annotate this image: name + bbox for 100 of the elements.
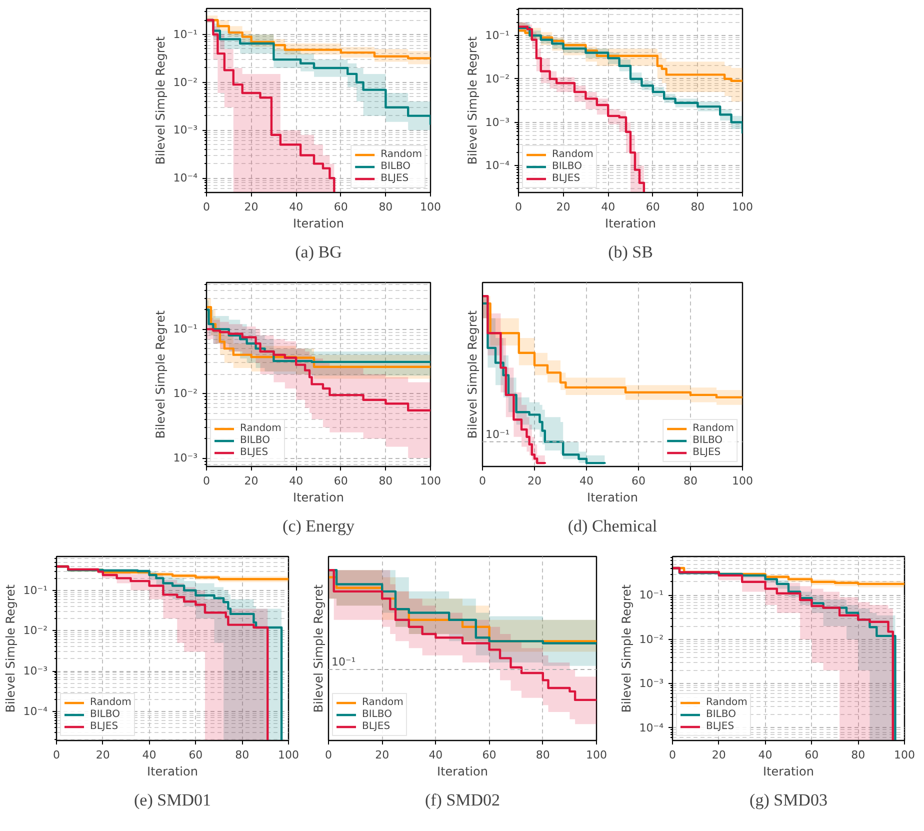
x-tick-label: 80 <box>378 200 393 214</box>
x-tick-label: 60 <box>632 474 646 488</box>
x-tick-label: 100 <box>420 474 441 488</box>
x-tick-label: 100 <box>278 748 299 762</box>
y-axis-title: Bilevel Simple Regret <box>312 584 326 713</box>
x-tick-label: 0 <box>325 748 332 762</box>
y-tick-label: 10⁻⁴ <box>173 172 198 185</box>
y-axis-title: Bilevel Simple Regret <box>153 310 168 439</box>
y-tick-label: 10⁻¹ <box>173 28 198 42</box>
x-tick-label: 40 <box>758 748 772 762</box>
y-axis-title: Bilevel Simple Regret <box>619 584 634 713</box>
ref-line-label: 10⁻¹ <box>332 655 356 668</box>
x-tick-label: 0 <box>669 748 676 762</box>
legend-label: BLJES <box>380 173 409 184</box>
legend-label: Random <box>380 149 422 160</box>
text: (g) SMD03 <box>750 790 828 810</box>
y-axis-title: Bilevel Simple Regret <box>3 584 18 713</box>
text: (d) Chemical <box>568 516 658 536</box>
x-tick-label: 40 <box>289 200 304 214</box>
x-tick-label: 100 <box>586 748 607 762</box>
x-tick-label: 60 <box>334 200 348 214</box>
y-tick-label: 10⁻¹ <box>173 322 198 336</box>
y-tick-label: 10⁻⁴ <box>23 704 48 718</box>
legend-label: BILBO <box>380 161 411 172</box>
x-tick-label: 60 <box>482 748 496 762</box>
x-axis-title: Iteration <box>763 764 814 778</box>
text: (f) SMD02 <box>424 790 500 810</box>
text: (e) SMD01 <box>134 790 211 810</box>
legend-label: BILBO <box>552 161 582 172</box>
y-tick-label: 10⁻¹ <box>485 29 510 42</box>
x-tick-label: 20 <box>244 474 258 488</box>
legend-label: Random <box>552 149 594 160</box>
legend-label: Random <box>362 697 404 708</box>
x-tick-label: 40 <box>601 200 616 214</box>
x-tick-label: 80 <box>690 200 705 214</box>
y-tick-label: 10⁻¹ <box>23 584 48 597</box>
x-tick-label: 40 <box>428 748 443 762</box>
text: (a) BG <box>295 242 342 262</box>
x-tick-label: 80 <box>851 748 866 762</box>
x-tick-label: 100 <box>420 200 441 214</box>
x-tick-label: 40 <box>289 474 304 488</box>
y-tick-label: 10⁻⁴ <box>485 159 510 172</box>
x-tick-label: 80 <box>536 748 550 762</box>
legend-label: Random <box>240 423 282 434</box>
y-tick-label: 10⁻² <box>639 632 664 646</box>
y-axis-title: Bilevel Simple Regret <box>153 36 168 165</box>
x-tick-label: 80 <box>684 474 698 488</box>
x-tick-label: 80 <box>378 474 393 488</box>
y-tick-label: 10⁻² <box>23 624 48 638</box>
legend-label: BILBO <box>692 435 723 446</box>
y-tick-label: 10⁻² <box>173 76 198 89</box>
x-tick-label: 20 <box>244 200 258 214</box>
x-tick-label: 40 <box>142 748 156 762</box>
legend-label: Random <box>706 697 748 708</box>
y-tick-label: 10⁻³ <box>639 677 664 690</box>
x-tick-label: 100 <box>894 748 915 762</box>
x-tick-label: 20 <box>96 748 110 762</box>
y-tick-label: 10⁻³ <box>173 124 198 137</box>
x-tick-label: 20 <box>712 748 726 762</box>
x-tick-label: 0 <box>515 200 522 214</box>
x-tick-label: 0 <box>203 474 210 488</box>
x-axis-title: Iteration <box>293 216 344 230</box>
legend-label: BLJES <box>692 447 721 458</box>
x-axis-title: Iteration <box>605 216 656 230</box>
legend-label: Random <box>692 423 734 434</box>
x-axis-title: Iteration <box>147 764 198 778</box>
legend-label: BILBO <box>90 709 120 720</box>
y-tick-label: 10⁻³ <box>23 664 48 678</box>
legend-label: BLJES <box>362 721 390 732</box>
legend-label: BILBO <box>706 709 736 720</box>
x-tick-label: 60 <box>188 748 203 762</box>
y-axis-title: Bilevel Simple Regret <box>465 36 480 165</box>
x-tick-label: 0 <box>53 748 60 762</box>
x-axis-title: Iteration <box>293 490 344 504</box>
x-tick-label: 80 <box>235 748 250 762</box>
x-tick-label: 100 <box>732 200 753 214</box>
text: (b) SB <box>608 242 653 262</box>
y-axis-title: Bilevel Simple Regret <box>466 310 480 439</box>
legend-label: BLJES <box>90 721 118 732</box>
legend-label: BLJES <box>706 721 734 732</box>
x-axis-title: Iteration <box>437 764 488 778</box>
x-tick-label: 0 <box>203 200 210 214</box>
y-tick-label: 10⁻³ <box>485 116 510 129</box>
x-tick-label: 60 <box>646 200 660 214</box>
x-tick-label: 20 <box>375 748 390 762</box>
legend-label: BILBO <box>240 435 270 446</box>
y-tick-label: 10⁻¹ <box>639 588 664 602</box>
legend-label: BLJES <box>552 173 580 184</box>
legend-label: BILBO <box>362 709 392 720</box>
y-tick-label: 10⁻⁴ <box>639 721 664 734</box>
x-axis-title: Iteration <box>587 490 638 504</box>
x-tick-label: 100 <box>732 474 753 488</box>
x-tick-label: 0 <box>479 474 486 488</box>
y-tick-label: 10⁻² <box>485 72 510 86</box>
x-tick-label: 60 <box>804 748 819 762</box>
legend-label: BLJES <box>240 447 268 458</box>
text: (c) Energy <box>282 516 355 536</box>
y-tick-label: 10⁻² <box>173 387 198 400</box>
x-tick-label: 40 <box>580 474 594 488</box>
x-tick-label: 20 <box>528 474 542 488</box>
